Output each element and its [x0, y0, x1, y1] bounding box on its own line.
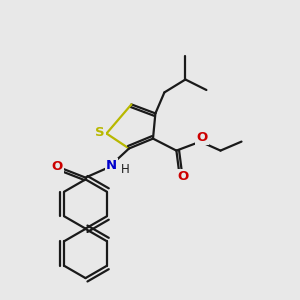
Text: S: S: [95, 125, 105, 139]
Text: O: O: [196, 130, 208, 144]
Text: H: H: [121, 163, 130, 176]
Text: O: O: [177, 170, 189, 184]
Text: N: N: [106, 159, 117, 172]
Text: O: O: [51, 160, 63, 173]
